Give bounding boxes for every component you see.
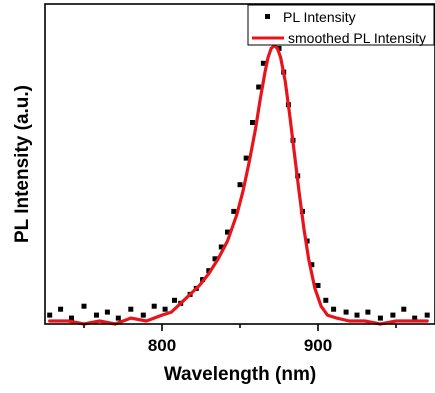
smoothed-pl-line xyxy=(48,43,429,326)
scatter-point xyxy=(390,312,396,318)
x-axis-title: Wavelength (nm) xyxy=(164,364,316,385)
scatter-point xyxy=(151,303,157,309)
scatter-point xyxy=(58,306,64,312)
scatter-point xyxy=(365,309,371,315)
scatter-point xyxy=(323,297,329,303)
scatter-point xyxy=(212,256,218,262)
scatter-point xyxy=(81,303,87,309)
scatter-point xyxy=(331,306,337,312)
legend: PL Intensity smoothed PL Intensity xyxy=(247,4,435,46)
scatter-point xyxy=(412,315,418,321)
scatter-point xyxy=(315,283,321,288)
scatter-point xyxy=(218,244,224,250)
x-axis-ticks: 800 900 xyxy=(83,324,397,355)
scatter-point xyxy=(354,312,360,318)
scatter-point xyxy=(237,182,243,188)
scatter-point xyxy=(140,312,146,318)
scatter-point xyxy=(115,315,121,321)
legend-label-smoothed: smoothed PL Intensity xyxy=(288,30,426,46)
x-tick-label: 900 xyxy=(304,336,332,355)
scatter-point xyxy=(172,297,177,303)
scatter-point xyxy=(104,309,110,315)
scatter-point xyxy=(94,312,99,318)
scatter-point xyxy=(162,306,168,312)
scatter-point xyxy=(243,155,249,161)
legend-marker-scatter xyxy=(265,14,270,19)
scatter-point xyxy=(256,84,262,90)
scatter-point xyxy=(401,306,407,312)
scatter-point xyxy=(69,315,74,321)
scatter-point xyxy=(225,229,230,235)
pl-intensity-scatter-series xyxy=(47,19,430,321)
scatter-point xyxy=(424,312,430,318)
scatter-point xyxy=(47,312,53,318)
plot-area xyxy=(47,19,430,326)
scatter-point xyxy=(343,309,349,315)
plot-frame xyxy=(44,3,435,325)
scatter-point xyxy=(128,306,134,312)
scatter-point xyxy=(309,262,315,268)
x-tick-label: 800 xyxy=(148,336,176,355)
scatter-point xyxy=(250,120,255,125)
scatter-point xyxy=(231,208,237,214)
scatter-point xyxy=(260,60,266,66)
legend-label-scatter: PL Intensity xyxy=(283,9,356,25)
scatter-point xyxy=(377,315,383,321)
y-axis-title: PL Intensity (a.u.) xyxy=(12,85,33,243)
